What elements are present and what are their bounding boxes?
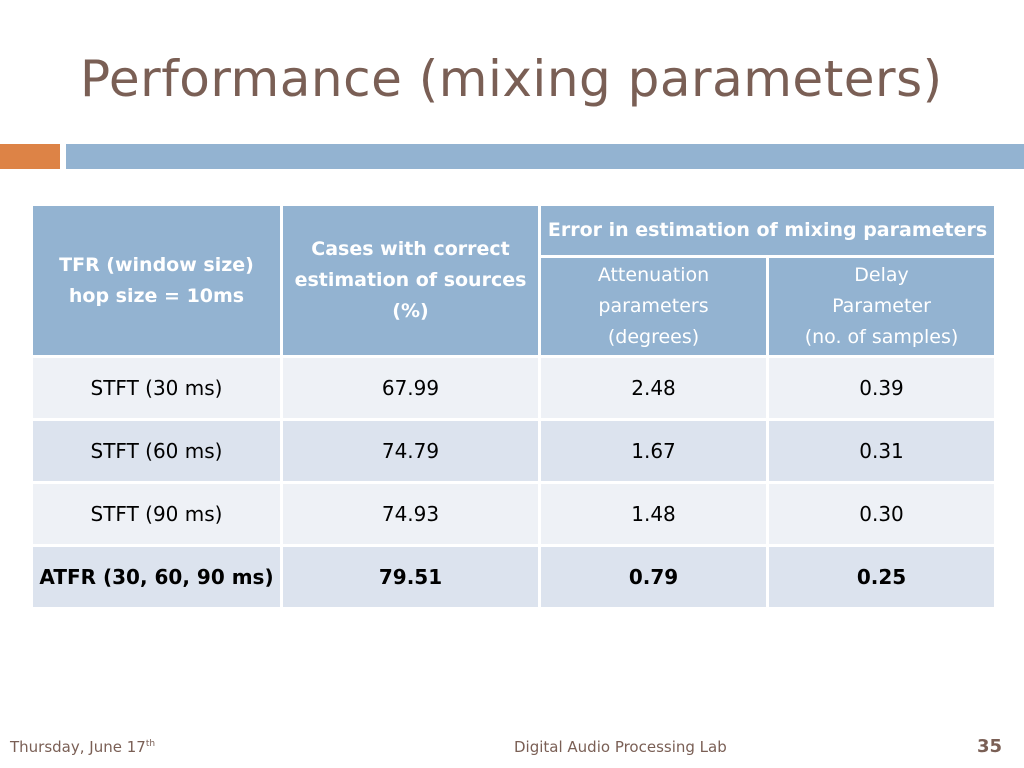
header-tfr: TFR (window size) hop size = 10ms bbox=[30, 203, 283, 358]
cell-cases: 74.79 bbox=[280, 418, 541, 484]
page-number: 35 bbox=[976, 736, 1002, 757]
cell-attenuation: 1.67 bbox=[538, 418, 769, 484]
header-tfr-line2: hop size = 10ms bbox=[68, 284, 245, 307]
header-cases-line3: (%) bbox=[392, 300, 429, 322]
header-attenuation: Attenuation parameters (degrees) bbox=[538, 255, 769, 358]
cell-cases: 74.93 bbox=[280, 481, 541, 547]
cell-delay: 0.31 bbox=[766, 418, 997, 484]
cell-tfr: STFT (30 ms) bbox=[30, 355, 283, 421]
performance-table: TFR (window size) hop size = 10ms Cases … bbox=[30, 203, 997, 610]
header-cases-line2: estimation of sources bbox=[294, 269, 527, 291]
header-atten-line3: (degrees) bbox=[607, 326, 700, 348]
header-delay-line3: (no. of samples) bbox=[804, 326, 959, 348]
cell-delay: 0.25 bbox=[766, 544, 997, 610]
accent-bar-orange bbox=[0, 144, 60, 169]
header-cases-line1: Cases with correct bbox=[311, 238, 510, 260]
footer-lab-name: Digital Audio Processing Lab bbox=[514, 738, 727, 756]
table-row: ATFR (30, 60, 90 ms) 79.51 0.79 0.25 bbox=[30, 544, 997, 610]
cell-cases: 67.99 bbox=[280, 355, 541, 421]
header-cases: Cases with correct estimation of sources… bbox=[280, 203, 541, 358]
table-row: STFT (90 ms) 74.93 1.48 0.30 bbox=[30, 481, 997, 547]
header-tfr-line1: TFR (window size) bbox=[59, 253, 254, 276]
cell-attenuation: 0.79 bbox=[538, 544, 769, 610]
header-delay: Delay Parameter (no. of samples) bbox=[766, 255, 997, 358]
header-error-group: Error in estimation of mixing parameters bbox=[538, 203, 997, 258]
cell-attenuation: 1.48 bbox=[538, 481, 769, 547]
table-row: STFT (60 ms) 74.79 1.67 0.31 bbox=[30, 418, 997, 484]
footer-date: Thursday, June 17th bbox=[10, 738, 155, 756]
header-delay-line2: Parameter bbox=[832, 295, 931, 317]
slide-title: Performance (mixing parameters) bbox=[80, 50, 943, 108]
cell-attenuation: 2.48 bbox=[538, 355, 769, 421]
header-atten-line2: parameters bbox=[598, 295, 709, 317]
footer-date-suffix: th bbox=[145, 739, 156, 749]
header-delay-line1: Delay bbox=[854, 264, 909, 286]
accent-bar-blue bbox=[66, 144, 1024, 169]
table-row: STFT (30 ms) 67.99 2.48 0.39 bbox=[30, 355, 997, 421]
cell-tfr: STFT (60 ms) bbox=[30, 418, 283, 484]
header-atten-line1: Attenuation bbox=[597, 264, 710, 286]
cell-cases: 79.51 bbox=[280, 544, 541, 610]
cell-tfr: ATFR (30, 60, 90 ms) bbox=[30, 544, 283, 610]
cell-delay: 0.30 bbox=[766, 481, 997, 547]
cell-tfr: STFT (90 ms) bbox=[30, 481, 283, 547]
footer-date-text: Thursday, June 17 bbox=[10, 738, 146, 756]
cell-delay: 0.39 bbox=[766, 355, 997, 421]
